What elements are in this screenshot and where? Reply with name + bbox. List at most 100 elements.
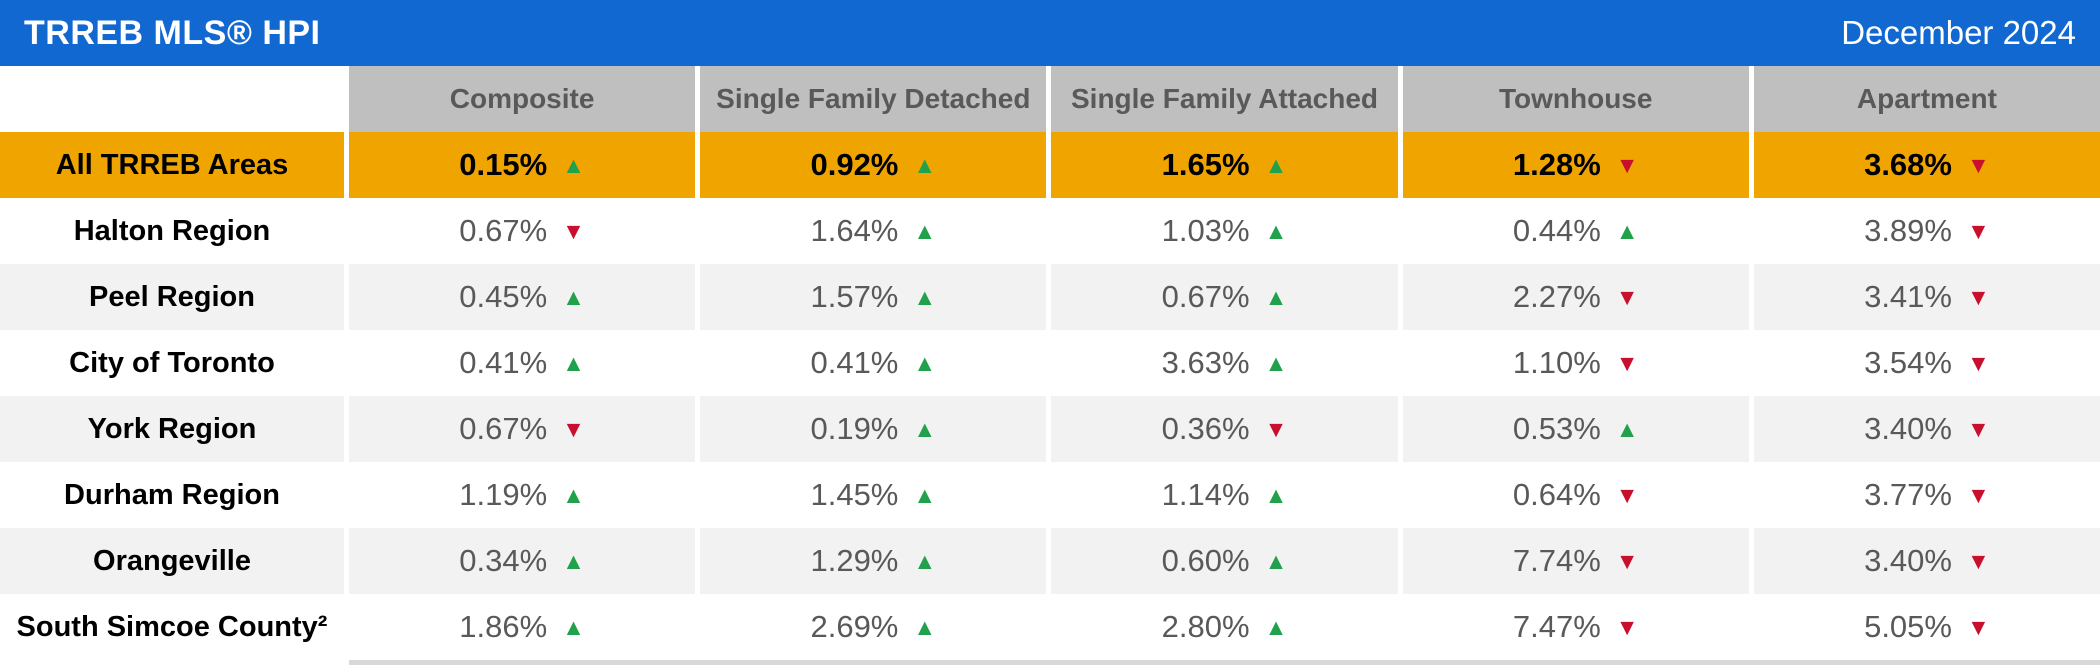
up-arrow-icon: ▲	[562, 283, 585, 310]
percent-value: 3.54%	[1864, 345, 1952, 380]
down-arrow-icon: ▼	[562, 415, 585, 442]
percent-value: 0.67%	[459, 411, 548, 446]
table-row: All TRREB Areas 0.15% ▲ 0.92% ▲ 1.65% ▲ 1.28% ▼ 3…	[0, 132, 2100, 198]
hpi-value-cell: 1.45% ▲	[700, 462, 1052, 528]
percent-value: 0.45%	[459, 279, 548, 314]
percent-value: 0.41%	[810, 345, 899, 380]
region-label: Peel Region	[0, 264, 349, 330]
percent-value: 3.63%	[1161, 345, 1250, 380]
down-arrow-icon: ▼	[1966, 415, 1990, 442]
page-title: TRREB MLS® HPI	[24, 13, 321, 52]
down-arrow-icon: ▼	[1615, 151, 1639, 178]
hpi-value-cell: 1.03% ▲	[1051, 198, 1403, 264]
down-arrow-icon: ▼	[1966, 283, 1990, 310]
down-arrow-icon: ▼	[1264, 415, 1288, 442]
hpi-value-cell: 0.19% ▲	[700, 396, 1052, 462]
hpi-value-cell: 0.45% ▲	[349, 264, 701, 330]
up-arrow-icon: ▲	[913, 481, 937, 508]
hpi-value-cell: 0.64% ▼	[1403, 462, 1754, 528]
percent-value: 7.47%	[1512, 609, 1601, 644]
percent-value: 0.34%	[459, 543, 548, 578]
percent-value: 0.60%	[1161, 543, 1250, 578]
percent-value: 2.80%	[1161, 609, 1250, 644]
region-label: Orangeville	[0, 528, 349, 594]
region-label: Halton Region	[0, 198, 349, 264]
down-arrow-icon: ▼	[1615, 349, 1639, 376]
up-arrow-icon: ▲	[1264, 217, 1288, 244]
percent-value: 0.64%	[1512, 477, 1601, 512]
hpi-value-cell: 0.44% ▲	[1403, 198, 1754, 264]
up-arrow-icon: ▲	[913, 547, 937, 574]
up-arrow-icon: ▲	[1615, 217, 1639, 244]
hpi-value-cell: 1.86% ▲	[349, 594, 701, 660]
hpi-value-cell: 2.80% ▲	[1051, 594, 1403, 660]
hpi-value-cell: 0.60% ▲	[1051, 528, 1403, 594]
hpi-value-cell: 0.15% ▲	[349, 132, 701, 198]
percent-value: 2.27%	[1512, 279, 1601, 314]
table-row: Durham Region 1.19% ▲ 1.45% ▲ 1.14% ▲ 0.64% ▼ 3.7…	[0, 462, 2100, 528]
down-arrow-icon: ▼	[1615, 481, 1639, 508]
up-arrow-icon: ▲	[562, 547, 585, 574]
column-header-row: Composite Single Family Detached Single …	[0, 66, 2100, 132]
region-label: All TRREB Areas	[0, 132, 349, 198]
percent-value: 1.65%	[1161, 147, 1250, 182]
down-arrow-icon: ▼	[1966, 547, 1990, 574]
percent-value: 0.19%	[810, 411, 899, 446]
percent-value: 5.05%	[1864, 609, 1952, 644]
corner-cell	[0, 66, 349, 132]
percent-value: 1.14%	[1161, 477, 1250, 512]
hpi-value-cell: 2.69% ▲	[700, 594, 1052, 660]
percent-value: 1.64%	[810, 213, 899, 248]
percent-value: 1.28%	[1512, 147, 1601, 182]
percent-value: 3.40%	[1864, 411, 1952, 446]
percent-value: 2.69%	[810, 609, 899, 644]
hpi-value-cell: 3.40% ▼	[1754, 396, 2100, 462]
hpi-value-cell: 1.28% ▼	[1403, 132, 1754, 198]
down-arrow-icon: ▼	[1966, 613, 1990, 640]
table-row: Peel Region 0.45% ▲ 1.57% ▲ 0.67% ▲ 2.27% ▼ 3.41%…	[0, 264, 2100, 330]
hpi-value-cell: 0.41% ▲	[700, 330, 1052, 396]
percent-value: 1.86%	[459, 609, 548, 644]
up-arrow-icon: ▲	[562, 481, 585, 508]
percent-value: 0.15%	[459, 147, 548, 182]
hpi-value-cell: 0.36% ▼	[1051, 396, 1403, 462]
hpi-value-cell: 3.77% ▼	[1754, 462, 2100, 528]
hpi-value-cell: 0.53% ▲	[1403, 396, 1754, 462]
up-arrow-icon: ▲	[913, 217, 937, 244]
column-header-apartment: Apartment	[1753, 66, 2100, 132]
percent-value: 0.92%	[810, 147, 899, 182]
up-arrow-icon: ▲	[913, 613, 937, 640]
percent-value: 7.74%	[1512, 543, 1601, 578]
hpi-value-cell: 0.67% ▼	[349, 396, 701, 462]
hpi-value-cell: 3.89% ▼	[1754, 198, 2100, 264]
up-arrow-icon: ▲	[1264, 283, 1288, 310]
hpi-value-cell: 0.41% ▲	[349, 330, 701, 396]
hpi-value-cell: 1.57% ▲	[700, 264, 1052, 330]
percent-value: 0.36%	[1161, 411, 1250, 446]
hpi-value-cell: 3.41% ▼	[1754, 264, 2100, 330]
hpi-value-cell: 3.68% ▼	[1754, 132, 2100, 198]
down-arrow-icon: ▼	[1966, 151, 1990, 178]
up-arrow-icon: ▲	[1264, 613, 1288, 640]
hpi-value-cell: 1.10% ▼	[1403, 330, 1754, 396]
region-label: City of Toronto	[0, 330, 349, 396]
hpi-value-cell: 1.65% ▲	[1051, 132, 1403, 198]
up-arrow-icon: ▲	[1264, 481, 1288, 508]
percent-value: 1.29%	[810, 543, 899, 578]
percent-value: 0.67%	[459, 213, 548, 248]
percent-value: 3.40%	[1864, 543, 1952, 578]
percent-value: 3.77%	[1864, 477, 1952, 512]
region-label: York Region	[0, 396, 349, 462]
title-bar: TRREB MLS® HPI December 2024	[0, 0, 2100, 66]
percent-value: 0.53%	[1512, 411, 1601, 446]
percent-value: 3.89%	[1864, 213, 1952, 248]
hpi-value-cell: 0.34% ▲	[349, 528, 701, 594]
table-row: Orangeville 0.34% ▲ 1.29% ▲ 0.60% ▲ 7.74% ▼ 3.40%…	[0, 528, 2100, 594]
percent-value: 0.41%	[459, 345, 548, 380]
region-label: South Simcoe County²	[0, 594, 349, 660]
percent-value: 3.41%	[1864, 279, 1952, 314]
up-arrow-icon: ▲	[913, 415, 937, 442]
down-arrow-icon: ▼	[1966, 349, 1990, 376]
up-arrow-icon: ▲	[1615, 415, 1639, 442]
